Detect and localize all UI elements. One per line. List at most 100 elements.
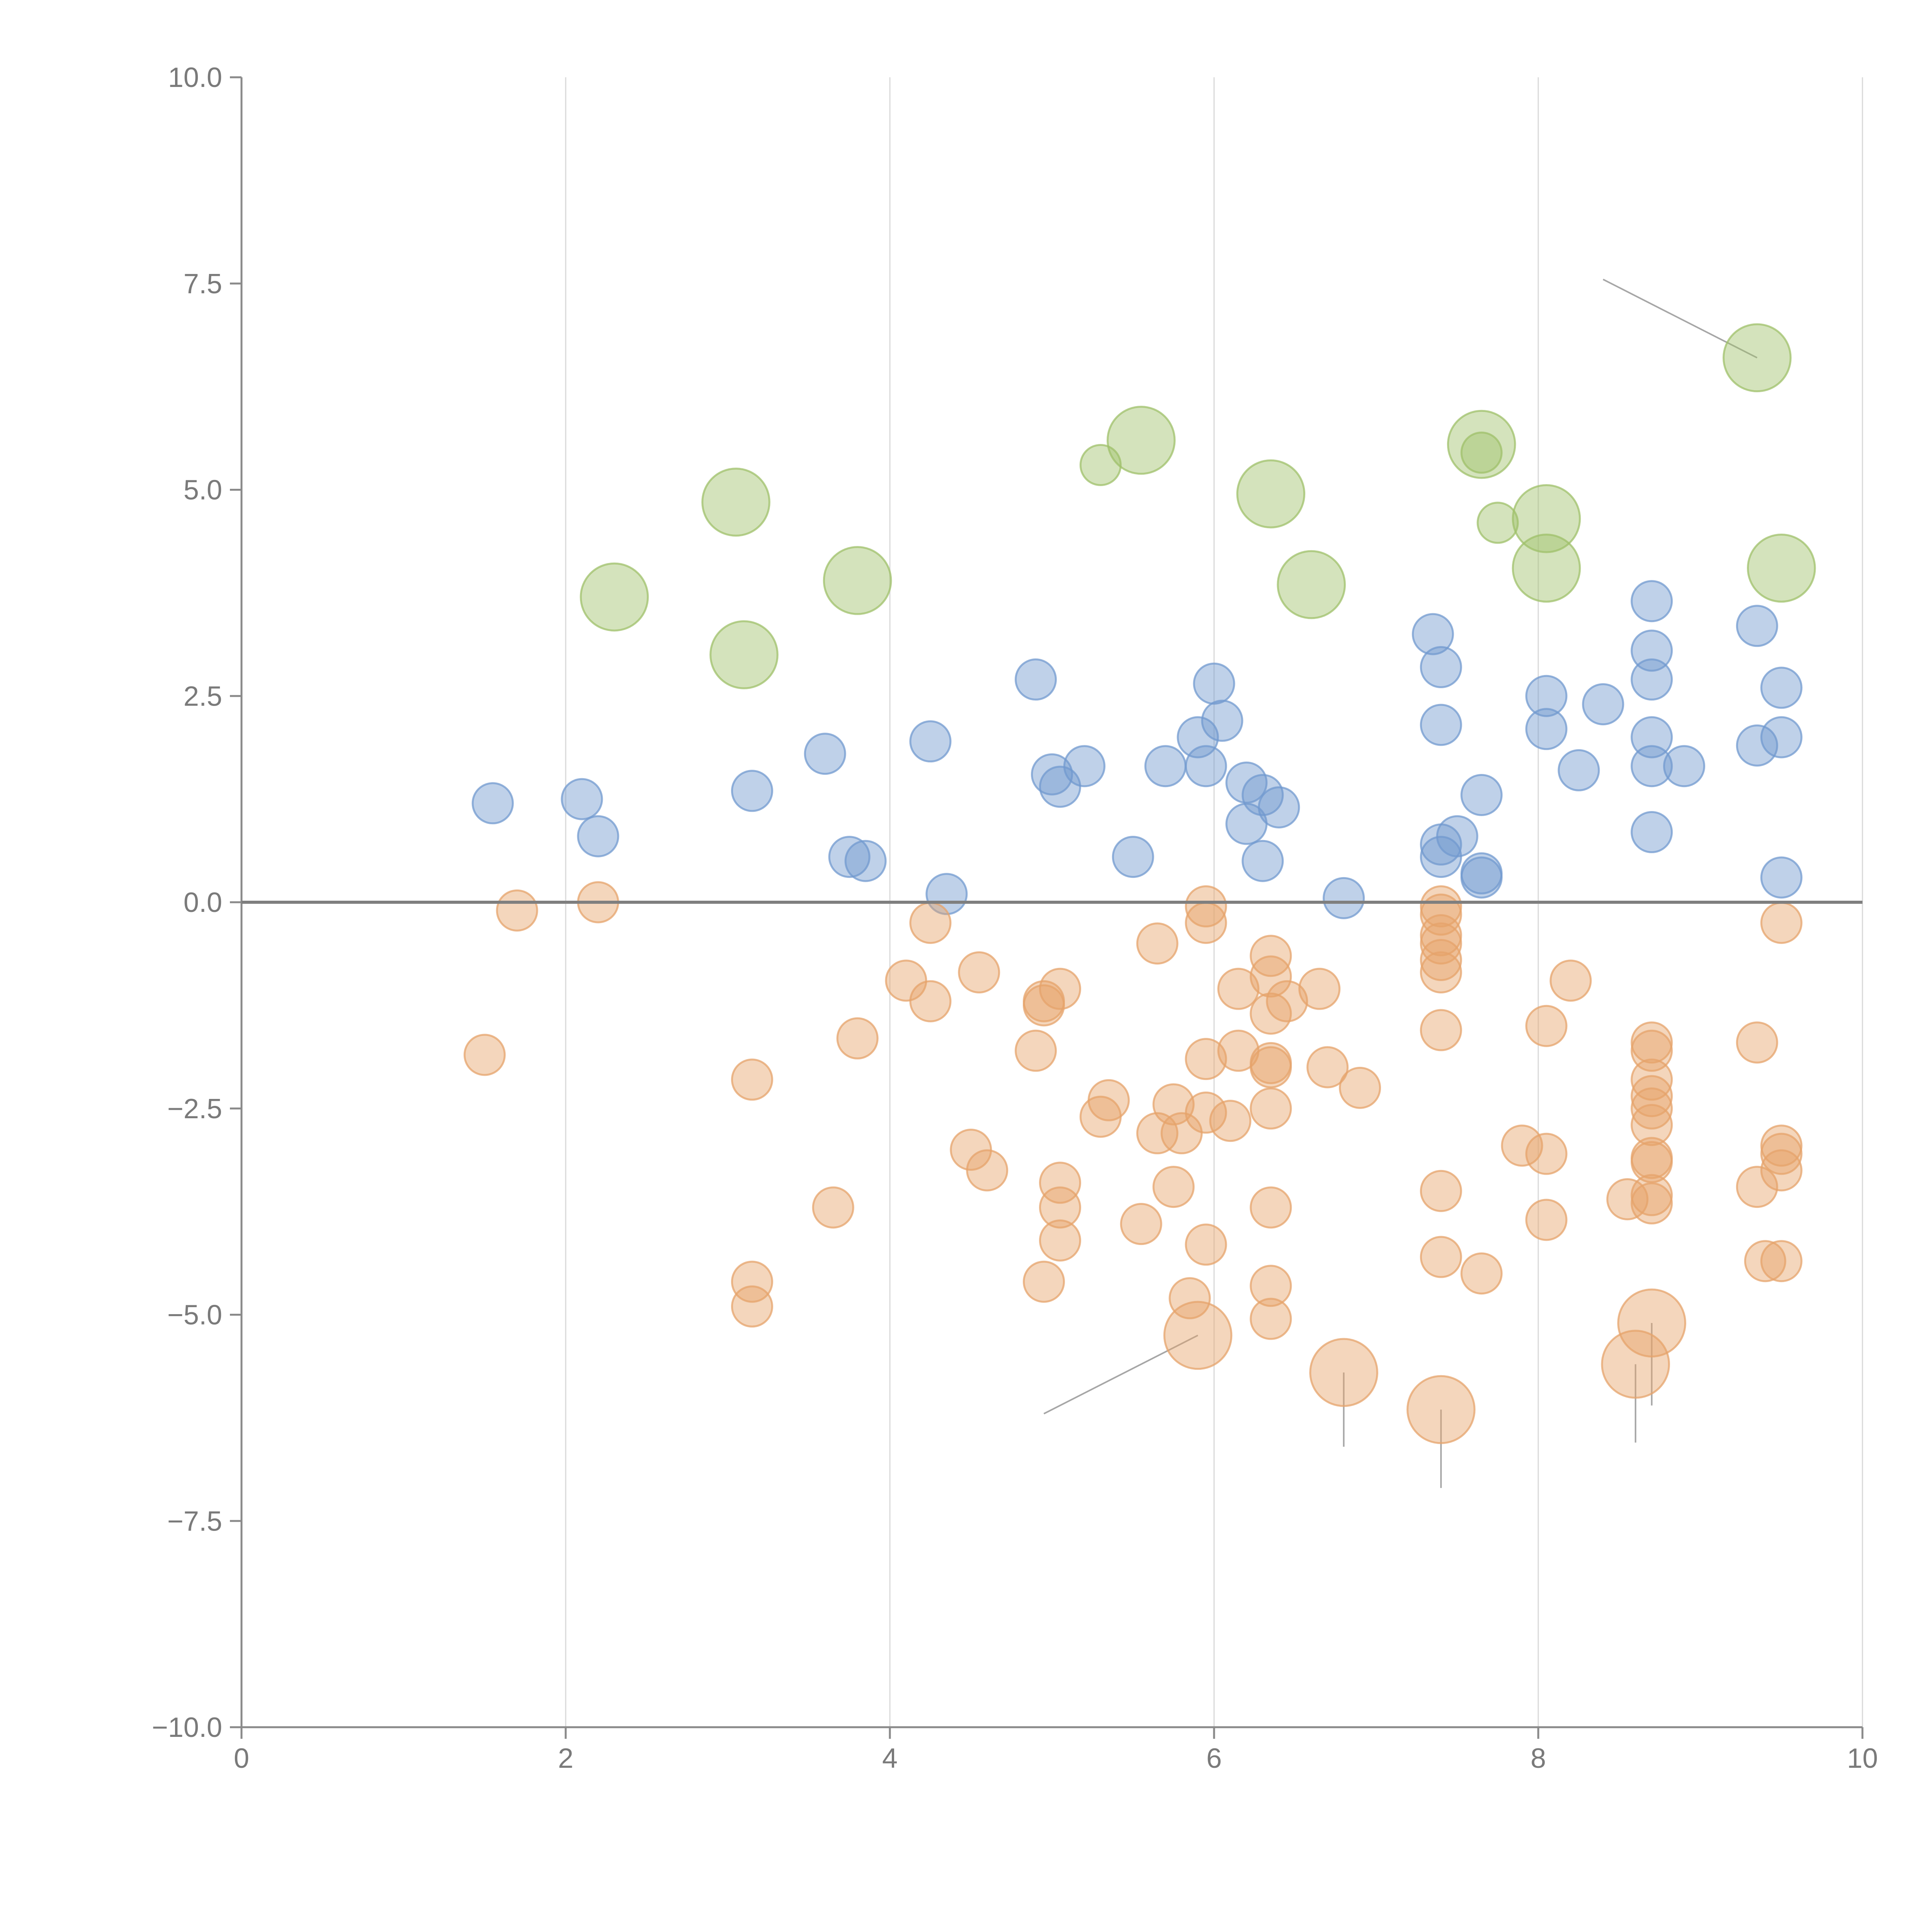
data-point-negative bbox=[1185, 1091, 1227, 1134]
data-point-negative bbox=[1250, 1046, 1292, 1088]
data-point-negative bbox=[1631, 1029, 1673, 1072]
data-point-negative bbox=[1760, 1133, 1803, 1175]
data-point-positive bbox=[1412, 613, 1454, 655]
data-point-positive bbox=[1631, 580, 1673, 622]
data-point-positive bbox=[1631, 658, 1673, 701]
data-point-negative bbox=[1631, 1182, 1673, 1225]
data-point-negative bbox=[1152, 1083, 1195, 1126]
data-point-negative bbox=[1631, 1141, 1673, 1184]
data-point-negative bbox=[1420, 1009, 1462, 1051]
x-tick-label: 6 bbox=[1206, 1743, 1222, 1774]
y-tick-label: 5.0 bbox=[184, 475, 222, 506]
data-point-negative bbox=[909, 901, 952, 944]
data-point-negative bbox=[1152, 1166, 1195, 1208]
data-point-positive bbox=[1631, 629, 1673, 672]
data-point-positive bbox=[1258, 786, 1300, 828]
data-point-highlight-positive bbox=[1236, 459, 1306, 529]
data-point-negative bbox=[731, 1285, 773, 1328]
data-point-negative bbox=[1209, 1100, 1252, 1142]
data-point-negative bbox=[1760, 1149, 1803, 1192]
data-point-negative bbox=[1250, 1087, 1292, 1130]
data-point-positive bbox=[1112, 836, 1154, 878]
data-point-highlight-positive bbox=[1106, 406, 1176, 475]
data-point-positive bbox=[1015, 658, 1057, 701]
data-point-positive bbox=[1460, 774, 1503, 816]
data-point-positive bbox=[1631, 745, 1673, 787]
data-point-positive bbox=[1436, 815, 1478, 857]
data-point-negative bbox=[1501, 1124, 1543, 1167]
data-point-negative bbox=[958, 951, 1000, 993]
data-point-negative bbox=[1549, 959, 1592, 1002]
data-point-negative bbox=[496, 889, 538, 932]
data-point-positive bbox=[844, 840, 887, 882]
data-point-negative bbox=[1266, 980, 1308, 1022]
data-point-negative bbox=[1420, 939, 1462, 981]
data-point-positive bbox=[1736, 605, 1778, 647]
data-point-negative bbox=[1760, 901, 1803, 944]
data-point-positive bbox=[1420, 704, 1462, 746]
y-tick-label: 0.0 bbox=[184, 887, 222, 918]
data-point-negative bbox=[1601, 1330, 1670, 1399]
data-point-highlight-positive bbox=[1447, 410, 1516, 479]
annotation-leader-line bbox=[614, 576, 631, 598]
data-point-positive bbox=[731, 770, 773, 812]
data-point-negative bbox=[1525, 1133, 1568, 1175]
data-point-positive bbox=[1193, 662, 1235, 705]
data-point-negative bbox=[1185, 885, 1227, 928]
y-tick-label: 2.5 bbox=[184, 681, 222, 712]
data-point-negative bbox=[1250, 955, 1292, 998]
y-tick-label: −7.5 bbox=[167, 1506, 222, 1537]
data-point-negative bbox=[1217, 968, 1260, 1010]
data-point-negative bbox=[1185, 1223, 1227, 1266]
annotation-leader-line bbox=[1546, 514, 1579, 520]
data-point-highlight-positive bbox=[580, 562, 649, 632]
data-point-positive bbox=[471, 782, 514, 825]
data-point-negative bbox=[1736, 1021, 1778, 1064]
y-tick-label: 7.5 bbox=[184, 269, 222, 299]
data-point-negative bbox=[1185, 901, 1227, 944]
data-points bbox=[463, 323, 1816, 1444]
data-point-positive bbox=[1631, 716, 1673, 759]
y-tick-label: 10.0 bbox=[168, 62, 222, 93]
annotation-leader-line bbox=[1140, 423, 1158, 441]
data-point-negative bbox=[1525, 1199, 1568, 1241]
x-tick-label: 0 bbox=[234, 1743, 249, 1774]
data-point-negative bbox=[1039, 1162, 1081, 1204]
data-point-positive bbox=[804, 733, 846, 775]
annotation-leader-lines bbox=[614, 279, 1814, 1488]
data-point-negative bbox=[1120, 1203, 1162, 1245]
data-point-highlight-positive bbox=[1277, 550, 1346, 619]
data-point-positive bbox=[1460, 856, 1503, 899]
data-point-negative bbox=[1163, 1301, 1233, 1370]
x-axis-ticks: 0 2 4 6 8 10 bbox=[234, 1727, 1878, 1774]
data-point-negative bbox=[1736, 1166, 1778, 1208]
data-point-highlight-positive bbox=[1476, 502, 1519, 544]
y-axis-ticks: 10.0 7.5 5.0 2.5 0.0 −2.5 −5.0 −7.5 −10.0 bbox=[152, 62, 242, 1743]
data-point-negative bbox=[1617, 1288, 1686, 1358]
data-point-positive bbox=[1582, 683, 1624, 726]
data-point-negative bbox=[731, 1260, 773, 1303]
data-point-negative bbox=[1420, 922, 1462, 965]
annotation-leader-line bbox=[1311, 584, 1336, 598]
x-tick-label: 10 bbox=[1847, 1743, 1878, 1774]
data-point-negative bbox=[1023, 984, 1065, 1027]
data-point-negative bbox=[731, 1058, 773, 1101]
data-point-positive bbox=[1031, 753, 1073, 796]
annotation-leader-line bbox=[1781, 563, 1814, 569]
data-point-negative bbox=[1631, 1104, 1673, 1146]
data-point-highlight-positive bbox=[1512, 484, 1581, 553]
data-point-positive bbox=[1525, 675, 1568, 717]
data-point-positive bbox=[1631, 811, 1673, 854]
annotation-leader-line bbox=[1043, 1335, 1198, 1415]
data-point-negative bbox=[1250, 1298, 1292, 1340]
data-point-highlight-positive bbox=[823, 546, 892, 615]
data-point-negative bbox=[1250, 1265, 1292, 1307]
data-point-positive bbox=[1525, 708, 1568, 750]
data-point-positive bbox=[1063, 745, 1105, 787]
data-point-positive bbox=[1558, 749, 1600, 791]
data-point-highlight-positive bbox=[1723, 323, 1792, 393]
data-point-negative bbox=[1420, 1236, 1462, 1278]
data-point-positive bbox=[828, 836, 871, 878]
data-point-negative bbox=[1185, 1038, 1227, 1080]
